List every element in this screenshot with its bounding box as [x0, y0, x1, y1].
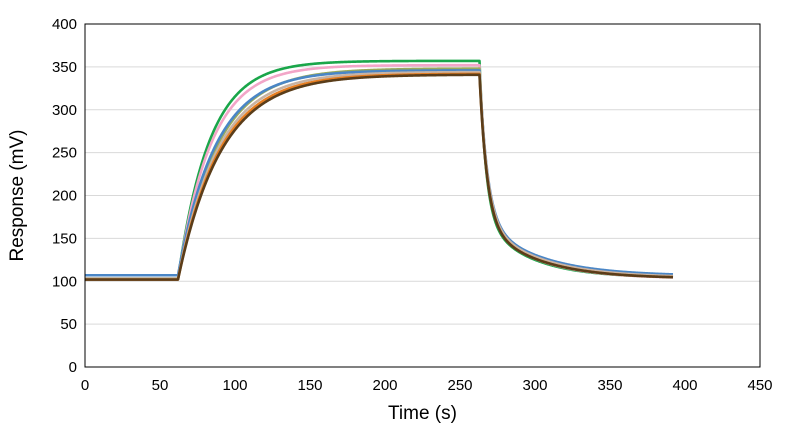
- x-tick-label: 0: [81, 377, 89, 394]
- y-tick-label: 50: [60, 316, 77, 333]
- y-axis-title: Response (mV): [7, 130, 28, 262]
- x-tick-label: 450: [747, 377, 772, 394]
- series-line-2: [84, 63, 674, 280]
- series-line-4: [84, 69, 674, 277]
- gridlines: [85, 66, 760, 325]
- x-tick-label: 300: [522, 377, 547, 394]
- x-tick-label: 350: [597, 377, 622, 394]
- y-tick-label: 200: [52, 188, 77, 205]
- y-tick-label: 0: [69, 359, 77, 376]
- series-line-1: [84, 59, 674, 280]
- series-line-6: [84, 72, 674, 281]
- series-lines: [84, 59, 674, 281]
- y-tick-label: 350: [52, 59, 77, 76]
- x-tick-label: 100: [222, 377, 247, 394]
- x-tick-label: 400: [672, 377, 697, 394]
- y-tick-label: 400: [52, 16, 77, 33]
- x-tick-label: 150: [297, 377, 322, 394]
- x-tick-label: 50: [152, 377, 169, 394]
- series-line-3: [84, 67, 674, 280]
- y-tick-label: 100: [52, 273, 77, 290]
- y-tick-label: 250: [52, 145, 77, 162]
- x-tick-label: 250: [447, 377, 472, 394]
- y-tick-label: 300: [52, 102, 77, 119]
- series-line-5: [84, 70, 674, 280]
- series-line-7: [84, 73, 674, 281]
- y-tick-label: 150: [52, 230, 77, 247]
- x-axis-title: Time (s): [388, 403, 457, 424]
- plot-area-frame: [84, 23, 761, 368]
- y-axis-ticks: 0 50 100 150 200 250 300 350 400: [52, 16, 77, 376]
- x-axis-ticks: 0 50 100 150 200 250 300 350 400 450: [81, 377, 773, 394]
- x-tick-label: 200: [372, 377, 397, 394]
